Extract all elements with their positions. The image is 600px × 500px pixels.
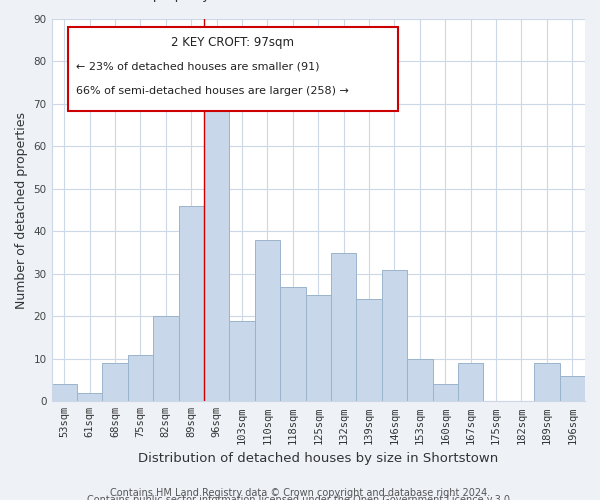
Text: 66% of semi-detached houses are larger (258) →: 66% of semi-detached houses are larger (… — [76, 86, 349, 96]
Bar — [52, 384, 77, 402]
Bar — [356, 300, 382, 402]
Bar — [331, 252, 356, 402]
Bar — [433, 384, 458, 402]
Text: Contains HM Land Registry data © Crown copyright and database right 2024.: Contains HM Land Registry data © Crown c… — [110, 488, 490, 498]
Bar — [305, 295, 331, 402]
Bar — [255, 240, 280, 402]
Bar — [153, 316, 179, 402]
Bar — [407, 359, 433, 402]
Bar — [77, 393, 103, 402]
Bar — [229, 320, 255, 402]
Bar — [204, 91, 229, 402]
X-axis label: Distribution of detached houses by size in Shortstown: Distribution of detached houses by size … — [138, 452, 499, 465]
Bar — [560, 376, 585, 402]
Bar — [458, 363, 484, 402]
Text: ← 23% of detached houses are smaller (91): ← 23% of detached houses are smaller (91… — [76, 61, 319, 71]
FancyBboxPatch shape — [68, 26, 398, 111]
Bar — [280, 286, 305, 402]
Text: Size of property relative to detached houses in Shortstown: Size of property relative to detached ho… — [104, 0, 496, 2]
Text: 2 KEY CROFT: 97sqm: 2 KEY CROFT: 97sqm — [172, 36, 295, 49]
Y-axis label: Number of detached properties: Number of detached properties — [15, 112, 28, 308]
Bar — [128, 354, 153, 402]
Bar — [534, 363, 560, 402]
Bar — [382, 270, 407, 402]
Text: Contains public sector information licensed under the Open Government Licence v.: Contains public sector information licen… — [87, 495, 513, 500]
Bar — [103, 363, 128, 402]
Bar — [179, 206, 204, 402]
